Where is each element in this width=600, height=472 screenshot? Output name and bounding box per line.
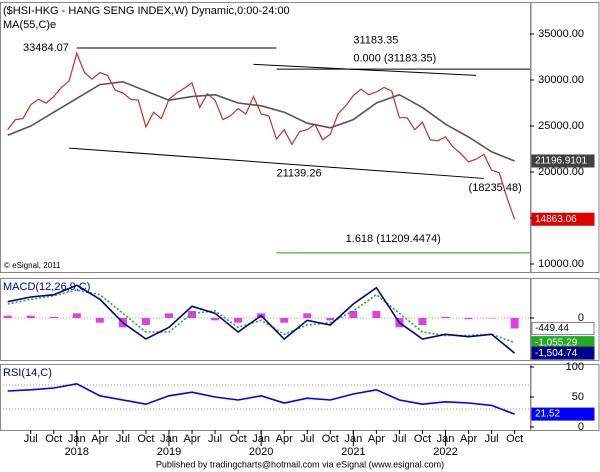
x-tick-label: Jul: [485, 433, 499, 445]
x-tick-label: Jul: [116, 433, 130, 445]
watermark: © eSignal, 2011: [4, 261, 61, 270]
year-label: 2019: [157, 446, 181, 458]
axis-panel: [530, 278, 600, 361]
value-tag: [531, 321, 595, 335]
histogram-bar: [280, 317, 289, 323]
annotation: (18235.48): [469, 182, 522, 194]
value-tag: [531, 407, 595, 421]
series-line: [7, 51, 516, 220]
pane-title: RSI(14,C): [3, 367, 52, 379]
x-tick-label: Oct: [45, 433, 62, 445]
year-label: 2021: [341, 446, 365, 458]
annotation: 1.618 (11209.4474): [346, 233, 441, 245]
histogram-bar: [3, 315, 12, 318]
value-tag-label: 21196.9101: [535, 156, 588, 167]
y-tick-label: 50: [572, 391, 584, 403]
histogram-bar: [72, 313, 81, 318]
histogram-bar: [26, 315, 35, 318]
histogram-bar: [164, 313, 173, 318]
axis-panel: [530, 2, 600, 273]
value-tag: [531, 212, 595, 226]
y-tick-label: 25000.00: [538, 120, 584, 132]
x-tick-label: Oct: [137, 433, 154, 445]
value-tag-label: 21.52: [535, 409, 560, 420]
histogram-bar: [510, 317, 519, 329]
trend-line: [253, 63, 477, 76]
y-tick-label: 100: [566, 361, 584, 373]
legend-entry: MA(55,C)e: [3, 19, 56, 31]
histogram-bar: [303, 313, 312, 318]
y-tick-label: 35000.00: [538, 28, 584, 40]
y-tick-label: 0: [578, 421, 584, 433]
histogram-bar: [234, 317, 243, 323]
value-tag-label: -1,055.29: [535, 337, 578, 348]
trend-line: [69, 147, 484, 179]
y-tick-label: 30000.00: [538, 74, 584, 86]
x-tick-label: Jul: [24, 433, 38, 445]
x-tick-label: Jul: [300, 433, 314, 445]
annotation: 31183.35: [353, 34, 398, 46]
year-label: 2018: [65, 446, 89, 458]
annotation: 21139.26: [277, 168, 322, 180]
histogram-bar: [418, 317, 427, 325]
histogram-bar: [441, 316, 450, 318]
x-tick-label: Oct: [506, 433, 523, 445]
series-line: [7, 80, 515, 162]
series-line: [7, 289, 515, 344]
histogram-bar: [372, 310, 381, 318]
x-tick-label: Apr: [91, 433, 108, 445]
x-tick-label: Oct: [322, 433, 339, 445]
histogram-bar: [95, 317, 104, 323]
histogram-bar: [326, 317, 335, 321]
x-tick-label: Oct: [230, 433, 247, 445]
y-tick-label: 20000.00: [538, 166, 584, 178]
x-tick-label: Apr: [460, 433, 477, 445]
annotation: 33484.07: [23, 42, 69, 54]
histogram-bar: [487, 317, 496, 319]
histogram-bar: [464, 317, 473, 320]
histogram-bar: [188, 310, 197, 318]
value-tag-label: 14863.06: [535, 214, 577, 225]
value-tag-label: -1,504.74: [535, 348, 578, 359]
histogram-bar: [211, 317, 220, 321]
value-tag: [531, 154, 595, 168]
y-tick-label: 10000.00: [538, 258, 584, 270]
year-label: 2022: [433, 446, 457, 458]
histogram-bar: [49, 316, 58, 318]
x-tick-label: Apr: [276, 433, 293, 445]
pane-title: MACD(12,26,9,C): [3, 281, 90, 293]
y-tick-label: 0: [578, 312, 584, 324]
x-tick-label: Jul: [208, 433, 222, 445]
value-tag-label: -449.44: [535, 323, 569, 334]
histogram-bar: [349, 310, 358, 318]
x-tick-label: Jul: [392, 433, 406, 445]
series-line: [7, 382, 515, 415]
footer: Published by tradingcharts@hotmail.com v…: [156, 459, 444, 469]
series-line: [7, 284, 516, 354]
x-tick-label: Oct: [414, 433, 431, 445]
x-tick-label: Apr: [368, 433, 385, 445]
value-tag: [531, 346, 595, 360]
annotation: 0.000 (31183.35): [353, 53, 436, 65]
year-label: 2020: [249, 446, 273, 458]
x-tick-label: Apr: [183, 433, 200, 445]
pane-title: ($HSI-HKG - HANG SENG INDEX,W) Dynamic,0…: [3, 5, 290, 17]
histogram-bar: [141, 317, 150, 325]
